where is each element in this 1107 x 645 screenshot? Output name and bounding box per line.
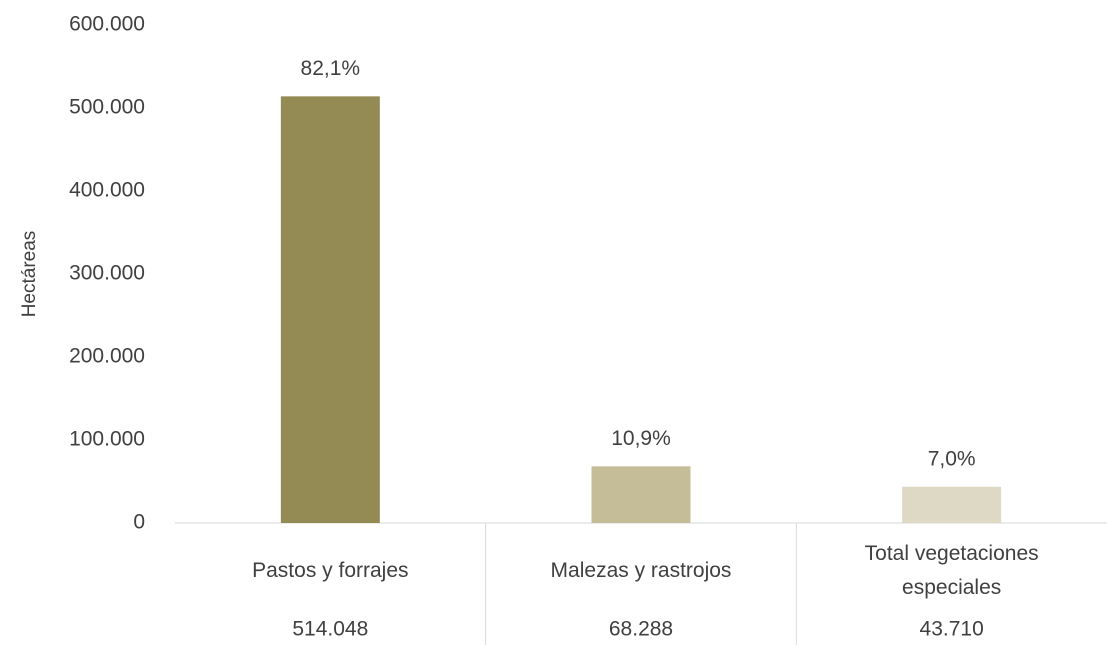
bar: [902, 486, 1002, 523]
x-tick-label-box: Total vegetaciones especiales: [864, 542, 1039, 599]
y-tick-label: 500.000: [69, 96, 145, 119]
y-tick-label: 200.000: [69, 345, 145, 368]
percentage-label: 10,9%: [611, 427, 671, 450]
x-tick-label-box: Malezas y rastrojos: [550, 559, 732, 582]
percentage-label: 7,0%: [928, 447, 976, 470]
y-tick-label: 600.000: [69, 13, 145, 36]
bar: [280, 96, 380, 524]
value-label: 514.048: [292, 618, 368, 641]
y-axis-label: Hectáreas: [19, 231, 40, 318]
x-tick-label: Malezas y rastrojos: [550, 559, 732, 582]
x-tick-label-box: Pastos y forrajes: [252, 559, 409, 582]
percentage-label: 82,1%: [301, 57, 361, 80]
y-tick-label: 100.000: [69, 428, 145, 451]
x-tick-label: Pastos y forrajes: [252, 559, 409, 582]
y-tick-label: 400.000: [69, 179, 145, 202]
y-tick-label: 300.000: [69, 262, 145, 285]
value-label: 43.710: [920, 618, 984, 641]
value-label: 68.288: [609, 618, 673, 641]
y-tick-label: 0: [133, 511, 145, 534]
x-tick-label: Total vegetaciones especiales: [864, 542, 1039, 599]
bar: [591, 466, 691, 523]
